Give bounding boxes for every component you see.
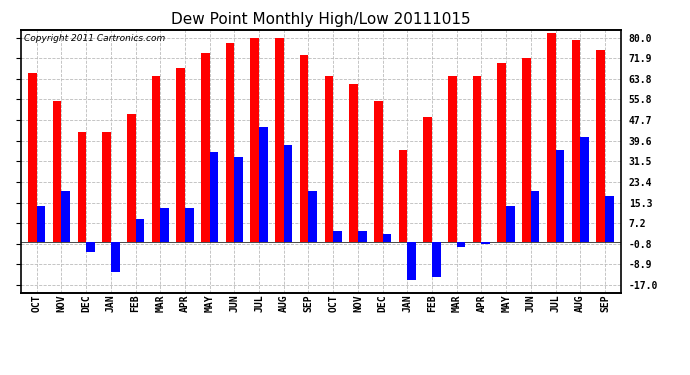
- Bar: [210, 152, 218, 242]
- Bar: [407, 242, 416, 280]
- Bar: [522, 58, 531, 242]
- Bar: [531, 190, 540, 242]
- Bar: [111, 242, 119, 272]
- Title: Dew Point Monthly High/Low 20111015: Dew Point Monthly High/Low 20111015: [171, 12, 471, 27]
- Bar: [448, 76, 457, 242]
- Bar: [77, 132, 86, 242]
- Bar: [358, 231, 366, 242]
- Bar: [482, 242, 490, 244]
- Text: Copyright 2011 Cartronics.com: Copyright 2011 Cartronics.com: [23, 34, 165, 43]
- Bar: [259, 127, 268, 242]
- Bar: [226, 43, 235, 242]
- Bar: [555, 150, 564, 242]
- Bar: [185, 209, 194, 242]
- Bar: [424, 117, 432, 242]
- Bar: [28, 74, 37, 242]
- Bar: [457, 242, 465, 247]
- Bar: [275, 38, 284, 242]
- Bar: [53, 101, 61, 242]
- Bar: [580, 137, 589, 242]
- Bar: [177, 68, 185, 242]
- Bar: [250, 38, 259, 242]
- Bar: [333, 231, 342, 242]
- Bar: [235, 158, 243, 242]
- Bar: [37, 206, 46, 242]
- Bar: [349, 84, 358, 242]
- Bar: [152, 76, 160, 242]
- Bar: [399, 150, 407, 242]
- Bar: [127, 114, 135, 242]
- Bar: [547, 33, 555, 242]
- Bar: [86, 242, 95, 252]
- Bar: [308, 190, 317, 242]
- Bar: [571, 40, 580, 242]
- Bar: [61, 190, 70, 242]
- Bar: [374, 101, 383, 242]
- Bar: [160, 209, 169, 242]
- Bar: [432, 242, 441, 277]
- Bar: [596, 50, 605, 242]
- Bar: [497, 63, 506, 242]
- Bar: [605, 196, 613, 242]
- Bar: [506, 206, 515, 242]
- Bar: [383, 234, 391, 242]
- Bar: [473, 76, 482, 242]
- Bar: [135, 219, 144, 242]
- Bar: [201, 53, 210, 242]
- Bar: [300, 56, 308, 242]
- Bar: [102, 132, 111, 242]
- Bar: [284, 145, 293, 242]
- Bar: [324, 76, 333, 242]
